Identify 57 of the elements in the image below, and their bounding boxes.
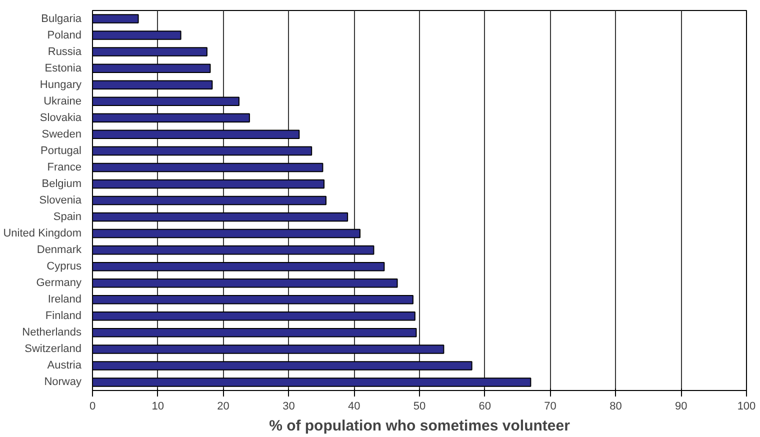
y-tick-label: Norway [44, 376, 82, 388]
bar [92, 312, 416, 321]
y-tick-label: Cyprus [46, 260, 82, 273]
y-tick-label: Portugal [40, 144, 82, 157]
x-tick-label: 90 [674, 400, 688, 412]
bar [92, 344, 444, 354]
y-tick-label: Russia [48, 46, 82, 58]
y-tick-label: Hungary [40, 78, 82, 91]
x-tick-label: 10 [152, 400, 164, 412]
y-tick-label: Poland [47, 29, 82, 42]
bar [92, 278, 398, 288]
bar [92, 80, 213, 90]
bar [92, 361, 472, 370]
y-tick-label: Ukraine [44, 95, 82, 108]
bar [92, 262, 385, 272]
y-tick-label: Netherlands [22, 326, 82, 339]
y-tick-label: Estonia [44, 62, 82, 74]
y-tick-label: Sweden [42, 128, 82, 140]
x-tick-label: 20 [217, 400, 230, 412]
x-tick-label: 100 [737, 400, 756, 412]
bar [92, 179, 325, 189]
x-tick-label: 40 [348, 400, 360, 412]
y-tick-label: Denmark [36, 244, 82, 256]
bar [92, 113, 250, 123]
x-tick-label: 70 [544, 400, 556, 412]
y-tick-label: Belgium [42, 178, 82, 190]
y-tick-label: France [47, 161, 82, 174]
bar [92, 328, 417, 338]
x-tick-label: 0 [89, 400, 96, 412]
bar [92, 64, 211, 73]
bar [92, 14, 139, 24]
bar [92, 96, 240, 106]
y-tick-label: Switzerland [24, 343, 82, 356]
y-tick-label: Finland [45, 310, 82, 322]
bar [92, 245, 374, 255]
bar [92, 30, 182, 40]
x-axis-title: % of population who sometimes volunteer [269, 418, 570, 434]
y-tick-label: Slovenia [39, 194, 82, 206]
y-tick-label: Spain [53, 211, 82, 224]
y-tick-label: Bulgaria [41, 12, 82, 25]
bar [92, 130, 300, 140]
y-tick-label: Germany [36, 277, 82, 290]
y-tick-label: United Kingdom [3, 228, 82, 240]
x-tick-label: 60 [478, 400, 492, 412]
x-tick-label: 50 [413, 400, 426, 412]
bar [92, 162, 324, 172]
bar [92, 146, 312, 156]
bar [92, 295, 414, 304]
bar [92, 47, 208, 56]
bar [92, 196, 326, 206]
bar [92, 212, 348, 222]
x-tick-label: 30 [282, 400, 295, 412]
x-tick-label: 80 [610, 400, 622, 412]
y-tick-label: Austria [47, 360, 82, 372]
bar [92, 228, 360, 238]
y-tick-label: Ireland [48, 294, 82, 306]
y-tick-label: Slovakia [40, 112, 82, 124]
